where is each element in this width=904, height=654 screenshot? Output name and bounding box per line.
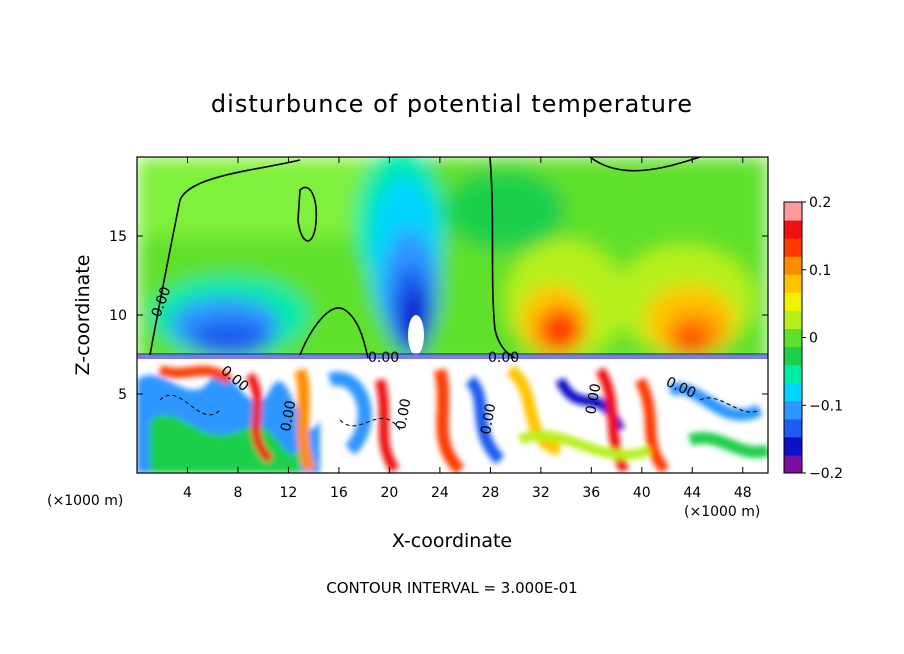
colorbar-tick-label: −0.2: [809, 466, 843, 482]
y-tick-label: 15: [109, 229, 127, 245]
colorbar-swatch: [784, 238, 802, 257]
colorbar-swatch: [784, 436, 802, 456]
x-tick-label: 36: [582, 485, 600, 501]
y-tick-label: 10: [109, 308, 127, 324]
x-tick-label: 20: [380, 485, 398, 501]
colorbar-swatch: [784, 382, 802, 402]
x-axis: 4 8 12 16 20 24 28 32 36 40 44 48: [183, 157, 752, 501]
x-tick-label: 8: [233, 485, 242, 501]
x-tick-label: 4: [183, 485, 192, 501]
colorbar-tick-label: 0: [809, 331, 818, 347]
contour-label: 0.00: [583, 382, 604, 415]
contour-label: 0.00: [278, 399, 299, 432]
x-tick-label: 16: [330, 485, 348, 501]
colorbar-swatch: [784, 454, 802, 474]
colorbar-swatch: [784, 274, 802, 293]
x-tick-label: 48: [734, 485, 752, 501]
y-axis-label: Z-coordinate: [72, 255, 94, 376]
colorbar-tick-label: −0.1: [809, 398, 843, 414]
x-tick-label: 28: [481, 485, 499, 501]
x-unit-right: (×1000 m): [684, 504, 760, 520]
colorbar-tick-label: 0.1: [809, 263, 831, 279]
colorbar-swatch: [784, 310, 802, 329]
colorbar-tick-label: 0.2: [809, 195, 831, 211]
colorbar-swatch: [784, 364, 802, 384]
x-tick-label: 40: [633, 485, 651, 501]
colorbar: 0.2 0.1 0 −0.1 −0.2: [783, 195, 843, 482]
x-unit-left: (×1000 m): [47, 493, 123, 509]
colorbar-swatch: [784, 400, 802, 420]
colorbar-swatch: [784, 292, 802, 311]
x-tick-label: 24: [431, 485, 449, 501]
colorbar-swatch: [784, 418, 802, 438]
x-tick-label: 44: [683, 485, 701, 501]
y-axis: 5 10 15: [109, 229, 768, 403]
x-tick-label: 12: [280, 485, 298, 501]
contour-label: 0.00: [478, 402, 499, 435]
colorbar-swatch: [784, 328, 802, 348]
colorbar-swatch: [784, 202, 802, 221]
colorbar-swatch: [784, 220, 802, 239]
colorbar-swatch: [784, 256, 802, 275]
contour-label: 0.00: [488, 350, 519, 366]
contour-label: 0.00: [393, 397, 414, 430]
heatmap-field: [137, 157, 768, 473]
colorbar-swatch: [784, 346, 802, 366]
x-axis-label: X-coordinate: [392, 530, 512, 552]
chart-title: disturbunce of potential temperature: [211, 90, 693, 118]
x-tick-label: 32: [532, 485, 550, 501]
contour-label: 0.00: [368, 350, 399, 366]
y-tick-label: 5: [118, 387, 127, 403]
contour-interval-note: CONTOUR INTERVAL = 3.000E-01: [326, 579, 577, 597]
